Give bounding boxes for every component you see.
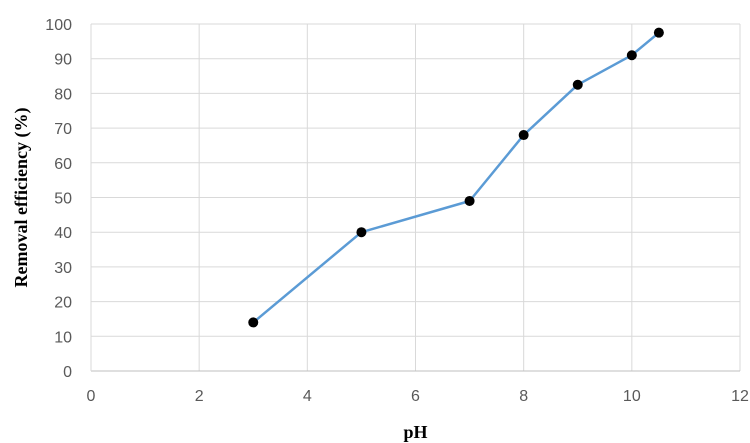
y-tick-label: 60	[54, 156, 72, 173]
series-line	[252, 31, 660, 324]
y-axis-title: Removal efficiency (%)	[11, 108, 32, 288]
x-tick-label: 0	[87, 388, 96, 405]
x-tick-label: 10	[623, 388, 641, 405]
y-tick-label: 90	[54, 52, 72, 69]
gridlines	[91, 23, 741, 371]
y-tick-label: 70	[54, 121, 72, 138]
data-point	[518, 130, 529, 141]
x-tick-label: 12	[731, 388, 749, 405]
data-point	[626, 50, 637, 61]
y-tick-label: 10	[54, 329, 72, 346]
y-tick-label: 20	[54, 295, 72, 312]
data-point	[464, 195, 475, 206]
y-tick-label: 100	[45, 17, 72, 34]
series	[248, 27, 664, 328]
data-point	[248, 317, 259, 328]
y-tick-labels: 0 10 20 30 40 50 60 70 80 90 100	[45, 17, 72, 381]
x-tick-label: 6	[411, 388, 420, 405]
data-point	[572, 79, 583, 90]
y-tick-label: 40	[54, 225, 72, 242]
data-point	[356, 227, 367, 238]
x-tick-labels: 0 2 4 6 8 10 12	[87, 388, 749, 405]
y-tick-label: 50	[54, 191, 72, 208]
x-tick-label: 2	[195, 388, 204, 405]
y-tick-label: 30	[54, 260, 72, 277]
y-tick-label: 0	[63, 364, 72, 381]
y-tick-label: 80	[54, 86, 72, 103]
axes	[90, 24, 740, 372]
x-tick-label: 4	[303, 388, 312, 405]
data-point	[653, 27, 664, 38]
x-axis-title: pH	[403, 422, 427, 442]
x-tick-label: 8	[519, 388, 528, 405]
